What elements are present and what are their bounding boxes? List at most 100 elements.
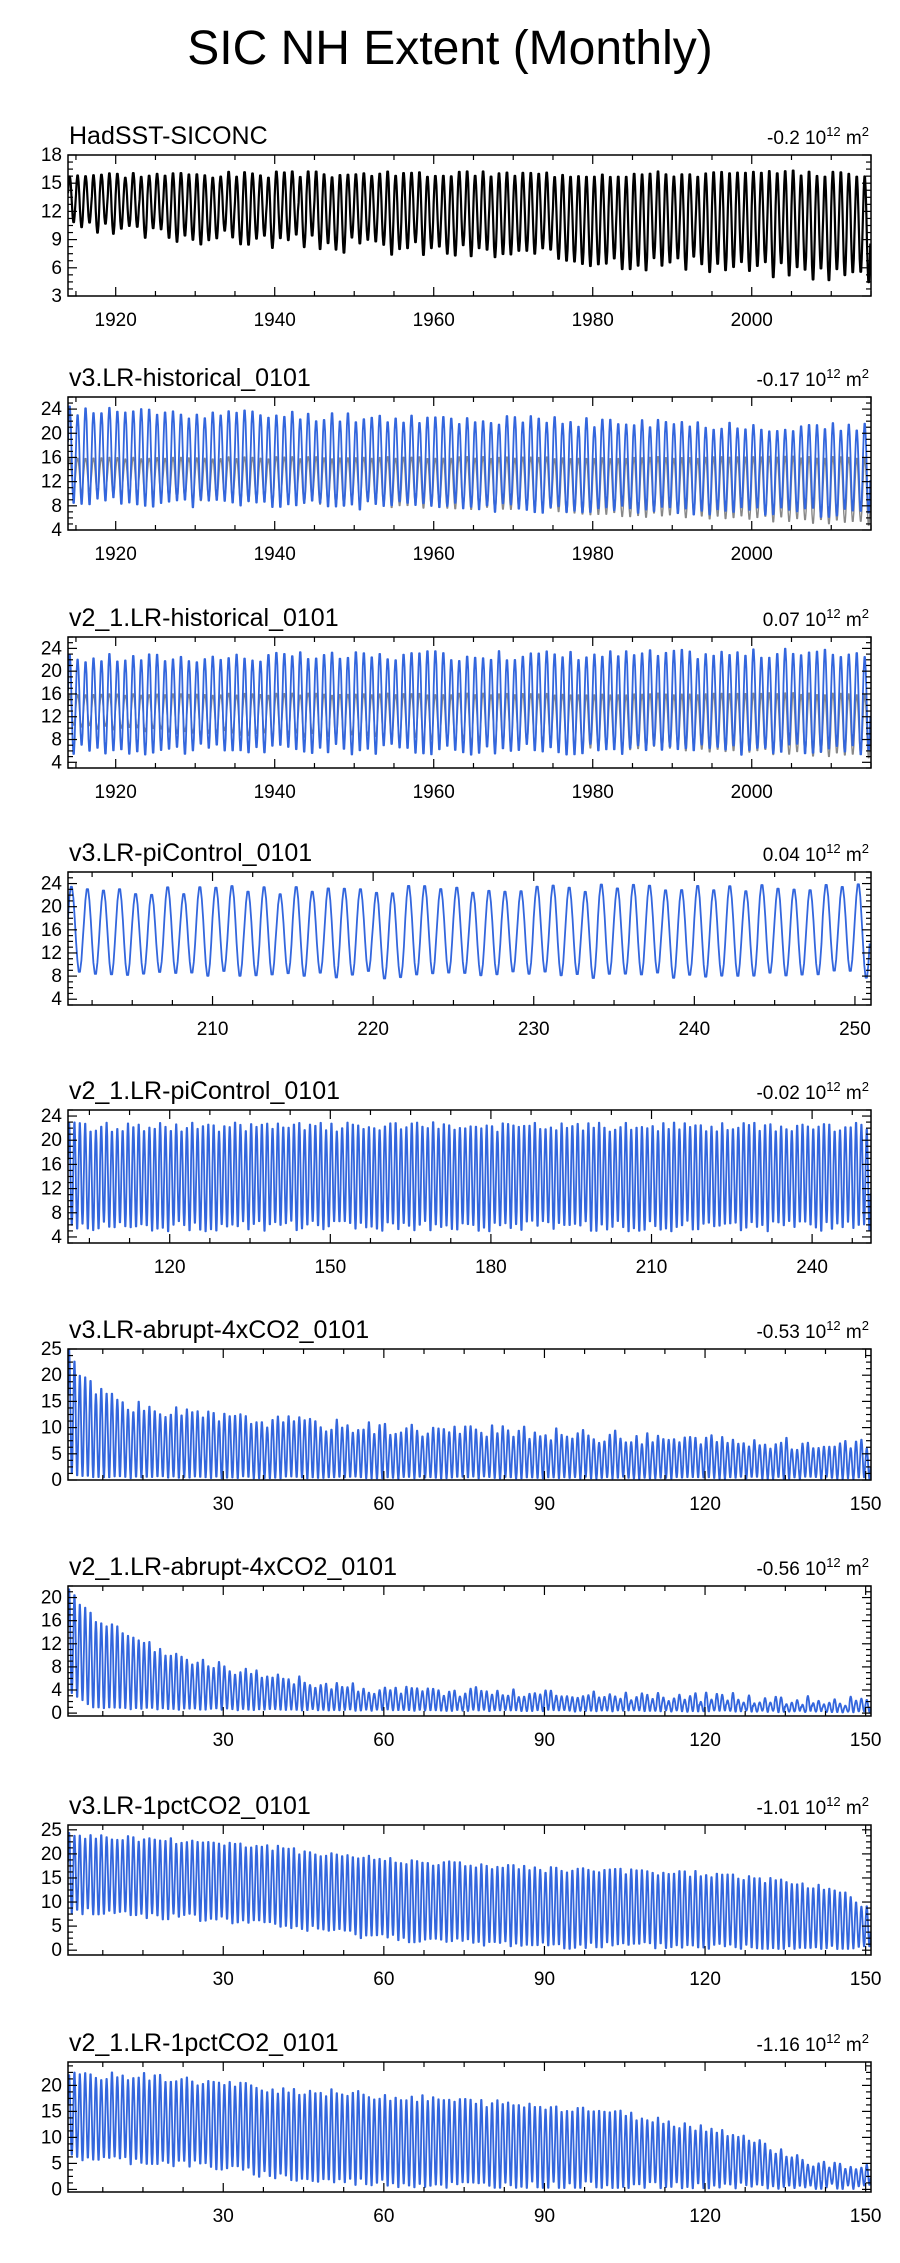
x-tick-label: 90 xyxy=(534,1730,555,1751)
y-tick-label: 24 xyxy=(41,399,63,420)
trend-label: -0.56 1012 m2 xyxy=(756,1555,869,1580)
series-line-1 xyxy=(68,883,871,980)
y-tick-label: 6 xyxy=(51,258,62,279)
y-tick-label: 12 xyxy=(41,943,62,964)
trend-label: -0.17 1012 m2 xyxy=(756,366,869,391)
chart-panel-2: v3.LR-historical_0101 -0.17 1012 m2 4 8 12 16… xyxy=(41,364,872,565)
y-tick-label: 0 xyxy=(51,1940,62,1961)
x-tick-label: 120 xyxy=(689,1494,721,1515)
x-tick-label: 90 xyxy=(534,2206,555,2227)
y-tick-label: 4 xyxy=(51,989,62,1010)
series-line-2 xyxy=(68,405,871,518)
x-tick-label: 1980 xyxy=(572,544,614,565)
x-tick-label: 1920 xyxy=(95,544,137,565)
y-tick-label: 12 xyxy=(41,1179,62,1200)
y-tick-label: 5 xyxy=(51,2153,62,2174)
x-tick-label: 30 xyxy=(213,1969,234,1990)
x-tick-label: 210 xyxy=(636,1257,668,1278)
x-tick-label: 210 xyxy=(197,1019,229,1040)
panel-title: v3.LR-1pctCO2_0101 xyxy=(69,1792,311,1820)
panel-title: v2_1.LR-piControl_0101 xyxy=(69,1077,340,1105)
series-line-1 xyxy=(68,1588,871,1714)
y-tick-label: 4 xyxy=(51,1680,62,1701)
x-tick-label: 1940 xyxy=(254,310,296,331)
plot-frame xyxy=(67,871,872,1006)
chart-panel-4: v3.LR-piControl_0101 0.04 1012 m2 48121620… xyxy=(41,839,872,1040)
y-tick-label: 5 xyxy=(51,1916,62,1937)
y-tick-label: 16 xyxy=(41,447,62,468)
x-tick-label: 120 xyxy=(689,2206,721,2227)
y-tick-label: 16 xyxy=(41,1611,62,1632)
y-tick-label: 12 xyxy=(41,707,62,728)
x-tick-label: 250 xyxy=(839,1019,871,1040)
x-tick-label: 2000 xyxy=(731,782,773,803)
y-tick-label: 5 xyxy=(51,1444,62,1465)
y-tick-label: 0 xyxy=(51,1470,62,1491)
y-tick-label: 20 xyxy=(41,2075,62,2096)
x-tick-label: 90 xyxy=(534,1494,555,1515)
y-tick-label: 20 xyxy=(41,661,62,682)
chart-panel-3: v2_1.LR-historical_0101 0.07 1012 m248121… xyxy=(41,604,872,803)
y-tick-label: 0 xyxy=(51,2179,62,2200)
y-tick-label: 4 xyxy=(51,752,62,773)
x-tick-label: 1920 xyxy=(95,310,137,331)
x-tick-label: 30 xyxy=(213,1730,234,1751)
y-tick-label: 20 xyxy=(41,897,62,918)
y-tick-label: 15 xyxy=(41,2101,62,2122)
x-tick-label: 220 xyxy=(357,1019,389,1040)
panel-title: v3.LR-abrupt-4xCO2_0101 xyxy=(69,1316,369,1344)
chart-panel-9: v2_1.LR-1pctCO2_0101 -1.16 1012 m2 0 5 10 15 2… xyxy=(41,2029,882,2227)
y-tick-label: 15 xyxy=(41,1868,62,1889)
x-tick-label: 1940 xyxy=(254,782,296,803)
y-tick-label: 15 xyxy=(41,1391,62,1412)
y-tick-label: 24 xyxy=(41,638,63,659)
y-tick-label: 10 xyxy=(41,1418,62,1439)
x-tick-label: 1980 xyxy=(572,782,614,803)
x-tick-label: 150 xyxy=(850,1494,882,1515)
y-tick-label: 8 xyxy=(51,496,62,517)
x-tick-label: 1940 xyxy=(254,544,296,565)
x-tick-label: 60 xyxy=(373,1969,394,1990)
y-tick-label: 24 xyxy=(41,1106,63,1127)
y-tick-label: 8 xyxy=(51,1203,62,1224)
x-tick-label: 60 xyxy=(373,1494,394,1515)
y-tick-label: 18 xyxy=(41,145,62,166)
series-line-2 xyxy=(68,647,871,756)
y-tick-label: 10 xyxy=(41,2127,62,2148)
series-line-1 xyxy=(68,1831,871,1950)
x-tick-label: 240 xyxy=(678,1019,710,1040)
y-tick-label: 10 xyxy=(41,1892,62,1913)
y-tick-label: 20 xyxy=(41,1365,62,1386)
trend-label: -0.53 1012 m2 xyxy=(756,1318,869,1343)
trend-label: -0.2 1012 m2 xyxy=(767,124,869,149)
x-tick-label: 30 xyxy=(213,1494,234,1515)
x-tick-label: 1960 xyxy=(413,782,455,803)
y-tick-label: 20 xyxy=(41,1844,62,1865)
y-tick-label: 15 xyxy=(41,173,62,194)
plot-frame xyxy=(67,2061,872,2193)
x-tick-label: 120 xyxy=(689,1969,721,1990)
trend-label: -0.02 1012 m2 xyxy=(756,1079,869,1104)
series-line-1 xyxy=(68,169,871,284)
x-tick-label: 1980 xyxy=(572,310,614,331)
x-tick-label: 240 xyxy=(796,1257,828,1278)
plot-frame xyxy=(67,1585,872,1717)
x-tick-label: 60 xyxy=(373,2206,394,2227)
series-line-1 xyxy=(68,1121,871,1233)
y-tick-label: 4 xyxy=(51,1227,62,1248)
y-tick-label: 12 xyxy=(41,472,62,493)
plot-frame xyxy=(67,636,872,769)
y-tick-label: 16 xyxy=(41,920,62,941)
y-tick-label: 12 xyxy=(41,201,62,222)
y-tick-label: 4 xyxy=(51,520,62,541)
series-line-1 xyxy=(68,2071,871,2190)
y-tick-label: 24 xyxy=(41,874,63,895)
y-tick-label: 16 xyxy=(41,684,62,705)
x-tick-label: 150 xyxy=(314,1257,346,1278)
x-tick-label: 150 xyxy=(850,1969,882,1990)
trend-label: -1.16 1012 m2 xyxy=(756,2031,869,2056)
x-tick-label: 120 xyxy=(689,1730,721,1751)
x-tick-label: 150 xyxy=(850,1730,882,1751)
panel-title: v3.LR-piControl_0101 xyxy=(69,839,312,867)
